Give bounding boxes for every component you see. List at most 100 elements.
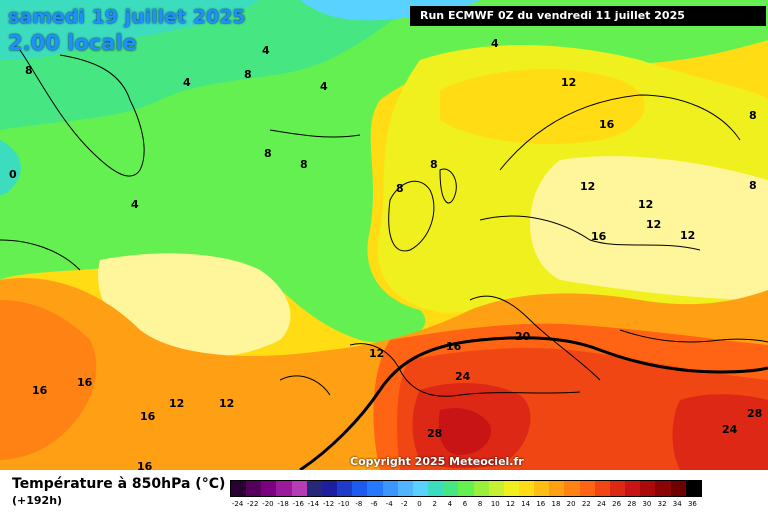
- legend-swatch: [337, 481, 353, 496]
- legend-swatch: [231, 481, 247, 496]
- variable-title: Température à 850hPa (°C): [12, 476, 226, 492]
- legend-swatch: [306, 481, 322, 496]
- legend-swatch: [397, 481, 413, 496]
- legend-label: -14: [307, 500, 320, 508]
- isotherm-label: 0: [9, 168, 17, 181]
- legend-label: 22: [581, 500, 591, 508]
- legend-label: 32: [657, 500, 667, 508]
- legend-swatch: [594, 481, 610, 496]
- legend-swatch: [412, 481, 429, 496]
- legend-label: -16: [292, 500, 304, 508]
- legend-swatch: [685, 481, 701, 496]
- isotherm-label: 12: [580, 180, 595, 193]
- legend-label: 16: [536, 500, 546, 508]
- legend-label: 14: [521, 500, 531, 508]
- legend-label: 18: [551, 500, 561, 508]
- legend-swatch: [518, 481, 535, 496]
- legend-swatch: [670, 481, 686, 496]
- isotherm-label: 12: [219, 397, 234, 410]
- legend-swatch: [291, 481, 307, 496]
- legend-label: 6: [462, 500, 468, 508]
- legend-label: 34: [672, 500, 682, 508]
- isotherm-label: 8: [244, 68, 252, 81]
- legend-swatch: [473, 481, 489, 496]
- isotherm-label: 8: [749, 109, 757, 122]
- legend-swatch: [609, 481, 626, 496]
- isotherm-label: 8: [25, 64, 33, 77]
- color-scale: [230, 480, 702, 497]
- temperature-map[interactable]: 4 4 4 4 8 8 8 8 8 8 4 0 12 16 12 12 12 1…: [0, 0, 768, 470]
- isotherm-label: 8: [300, 158, 308, 171]
- legend-swatch: [382, 481, 398, 496]
- isotherm-label: 12: [680, 229, 695, 242]
- isotherm-label: 8: [396, 182, 404, 195]
- legend-swatch: [549, 481, 565, 496]
- legend-swatch: [352, 481, 368, 496]
- legend-swatch: [488, 481, 504, 496]
- forecast-time: 2.00 locale: [8, 31, 137, 55]
- legend-swatch: [640, 481, 656, 496]
- legend-swatch: [443, 481, 459, 496]
- legend-swatch: [276, 481, 292, 496]
- isotherm-label: 8: [430, 158, 438, 171]
- legend-swatch: [246, 481, 262, 496]
- isotherm-label: 20: [515, 330, 531, 343]
- legend-label: 8: [477, 500, 483, 508]
- legend-swatch: [261, 481, 277, 496]
- isotherm-label: 16: [137, 460, 153, 470]
- legend-label: 28: [627, 500, 637, 508]
- isotherm-label: 16: [32, 384, 48, 397]
- isotherm-label: 16: [599, 118, 615, 131]
- legend-swatch: [655, 481, 671, 496]
- color-scale-labels: -24 -22 -20 -18 -16 -14 -12 -10 -8 -6 -4 -2 0 2 4 6 8 10 1…: [230, 500, 700, 510]
- isotherm-label: 24: [722, 423, 738, 436]
- isotherm-label: 4: [491, 37, 499, 50]
- legend-label: 4: [447, 500, 453, 508]
- legend-label: -24: [231, 500, 244, 508]
- legend-label: -18: [277, 500, 289, 508]
- legend-label: 0: [417, 500, 422, 508]
- legend-label: -12: [322, 500, 335, 508]
- isotherm-label: 16: [446, 340, 462, 353]
- isotherm-label: 12: [561, 76, 576, 89]
- isotherm-label: 12: [638, 198, 653, 211]
- copyright-text: Copyright 2025 Meteociel.fr: [350, 455, 524, 468]
- legend-swatch: [579, 481, 595, 496]
- isotherm-label: 28: [747, 407, 762, 420]
- legend-label: 2: [432, 500, 437, 508]
- isotherm-label: 8: [749, 179, 757, 192]
- isotherm-label: 12: [369, 347, 384, 360]
- isotherm-label: 12: [646, 218, 661, 231]
- map-canvas: 4 4 4 4 8 8 8 8 8 8 4 0 12 16 12 12 12 1…: [0, 0, 768, 470]
- legend-label: 20: [566, 500, 576, 508]
- isotherm-label: 4: [131, 198, 139, 211]
- legend-label: -2: [400, 500, 408, 508]
- legend-label: -8: [355, 500, 363, 508]
- legend-swatch: [458, 481, 474, 496]
- isotherm-label: 4: [262, 44, 270, 57]
- legend-label: 12: [506, 500, 515, 508]
- legend-label: -4: [385, 500, 393, 508]
- legend-swatch: [321, 481, 338, 496]
- isotherm-label: 4: [320, 80, 328, 93]
- isotherm-labels: 4 4 4 4 8 8 8 8 8 8 4 0 12 16 12 12 12 1…: [9, 37, 762, 470]
- legend-swatch: [428, 481, 444, 496]
- legend-label: 26: [612, 500, 622, 508]
- legend-label: 10: [490, 500, 500, 508]
- legend-label: -22: [247, 500, 259, 508]
- isotherm-label: 24: [455, 370, 471, 383]
- legend-swatch: [564, 481, 580, 496]
- legend-label: 36: [687, 500, 697, 508]
- legend-swatch: [534, 481, 550, 496]
- isotherm-label: 4: [183, 76, 191, 89]
- legend-label: -10: [337, 500, 350, 508]
- isotherm-label: 8: [264, 147, 272, 160]
- isotherm-label: 16: [591, 230, 607, 243]
- run-info: Run ECMWF 0Z du vendredi 11 juillet 2025: [410, 6, 766, 26]
- isotherm-label: 12: [169, 397, 184, 410]
- legend-swatch: [503, 481, 519, 496]
- legend-label: 24: [596, 500, 606, 508]
- isotherm-label: 16: [77, 376, 93, 389]
- legend-label: 30: [642, 500, 652, 508]
- legend-swatch: [367, 481, 383, 496]
